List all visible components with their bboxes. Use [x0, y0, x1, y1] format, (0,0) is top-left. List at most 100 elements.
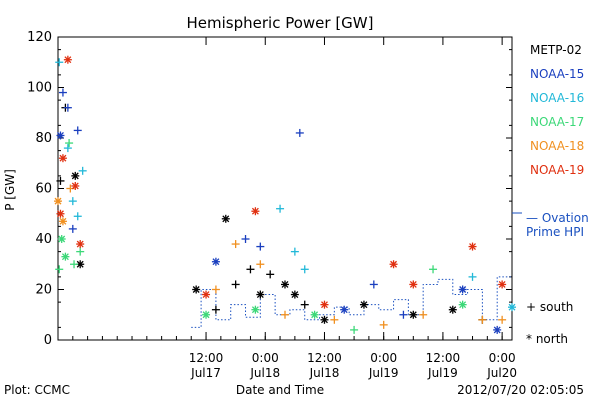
y-tick-label: 40 — [35, 232, 52, 247]
y-tick-label: 60 — [35, 182, 52, 197]
point-noaa-18 — [379, 320, 388, 329]
marker-stroke — [212, 258, 220, 266]
marker-legend-north: * north — [526, 332, 568, 346]
point-noaa-19 — [63, 55, 72, 64]
point-noaa-16 — [63, 144, 72, 153]
x-tick-date-label: Jul18 — [309, 366, 340, 380]
chart-title: Hemispheric Power [GW] — [187, 14, 374, 32]
point-noaa-15 — [369, 280, 378, 289]
point-metp-02 — [290, 290, 299, 299]
point-noaa-19 — [320, 300, 329, 309]
x-tick-date-label: Jul19 — [427, 366, 458, 380]
point-noaa-18 — [330, 315, 339, 324]
x-tick-time-label: 0:00 — [489, 351, 516, 365]
point-noaa-16 — [73, 212, 82, 221]
point-noaa-15 — [63, 103, 72, 112]
plot-frame — [57, 36, 513, 341]
point-noaa-19 — [58, 154, 67, 163]
marker-stroke — [390, 260, 398, 268]
marker-stroke — [469, 243, 476, 251]
marker-stroke — [222, 215, 230, 223]
marker-stroke — [202, 291, 210, 299]
marker-stroke — [61, 253, 69, 261]
point-metp-02 — [281, 280, 289, 289]
point-noaa-17 — [202, 310, 211, 319]
x-tick-date-label: Jul17 — [190, 366, 221, 380]
x-tick-time-label: 0:00 — [370, 351, 397, 365]
point-noaa-16 — [468, 272, 477, 281]
marker-stroke — [57, 210, 64, 218]
marker-stroke — [321, 316, 328, 324]
point-noaa-18 — [211, 285, 220, 294]
marker-stroke — [409, 311, 417, 319]
marker-stroke — [281, 280, 289, 288]
marker-stroke — [251, 306, 259, 314]
point-noaa-17 — [310, 310, 319, 319]
marker-stroke — [59, 154, 67, 162]
point-noaa-15 — [399, 310, 408, 319]
x-tick-date-label: Jul18 — [249, 366, 280, 380]
marker-stroke — [459, 301, 467, 309]
point-noaa-17 — [76, 247, 85, 256]
marker-stroke — [256, 291, 264, 299]
marker-stroke — [449, 306, 457, 314]
point-noaa-18 — [419, 310, 428, 319]
marker-stroke — [251, 207, 259, 215]
point-metp-02 — [192, 285, 201, 294]
marker-stroke — [71, 182, 79, 190]
x-tick-date-label: Jul19 — [368, 366, 399, 380]
marker-stroke — [508, 303, 516, 311]
point-noaa-18 — [281, 310, 289, 319]
point-noaa-18 — [478, 315, 487, 324]
footer-plot-credit: Plot: CCMC — [4, 383, 70, 397]
legend-entry: NOAA-19 — [530, 163, 584, 177]
marker-stroke — [71, 172, 79, 180]
point-noaa-18 — [256, 260, 265, 269]
point-noaa-17 — [458, 300, 467, 309]
footer-timestamp: 2012/07/20 02:05:05 — [457, 383, 584, 397]
point-noaa-19 — [498, 280, 507, 289]
point-noaa-19 — [389, 260, 398, 269]
marker-stroke — [76, 260, 84, 268]
point-metp-02 — [256, 290, 265, 299]
marker-stroke — [493, 326, 501, 334]
point-noaa-19 — [56, 209, 65, 218]
marker-stroke — [57, 132, 64, 139]
point-noaa-17 — [429, 265, 438, 274]
point-noaa-19 — [76, 240, 85, 249]
point-noaa-15 — [493, 325, 502, 334]
point-metp-02 — [56, 176, 65, 185]
point-noaa-15 — [458, 285, 467, 294]
marker-legend-south: + south — [526, 300, 573, 314]
marker-stroke — [340, 306, 348, 314]
point-noaa-17 — [57, 235, 66, 243]
point-noaa-18 — [58, 217, 67, 226]
point-metp-02 — [71, 171, 80, 180]
point-noaa-15 — [256, 242, 265, 251]
marker-stroke — [59, 217, 67, 225]
legend-entry: METP-02 — [530, 43, 582, 57]
legend: METP-02 NOAA-15 NOAA-16 NOAA-17 NOAA-18 NOAA-… — [512, 43, 584, 214]
y-axis-label: P [GW] — [3, 169, 17, 211]
legend-entry: NOAA-18 — [530, 139, 584, 153]
plot-area: 02040608010012012:00Jul170:00Jul1812:00J… — [27, 30, 517, 380]
point-metp-02 — [211, 305, 220, 314]
marker-stroke — [459, 286, 467, 293]
point-noaa-19 — [71, 181, 80, 190]
point-metp-02 — [448, 305, 457, 314]
marker-stroke — [409, 280, 417, 288]
x-tick-time-label: 12:00 — [307, 351, 342, 365]
point-metp-02 — [246, 265, 255, 274]
point-noaa-15 — [56, 131, 65, 140]
point-noaa-16 — [78, 166, 87, 175]
point-noaa-18 — [498, 315, 507, 324]
point-noaa-18 — [231, 240, 240, 249]
point-metp-02 — [359, 300, 368, 309]
marker-stroke — [498, 280, 506, 288]
point-noaa-19 — [202, 290, 211, 299]
point-metp-02 — [409, 310, 418, 319]
legend-entry: NOAA-15 — [530, 67, 584, 81]
x-tick-time-label: 12:00 — [189, 351, 224, 365]
marker-stroke — [58, 235, 66, 243]
point-metp-02 — [231, 280, 240, 289]
